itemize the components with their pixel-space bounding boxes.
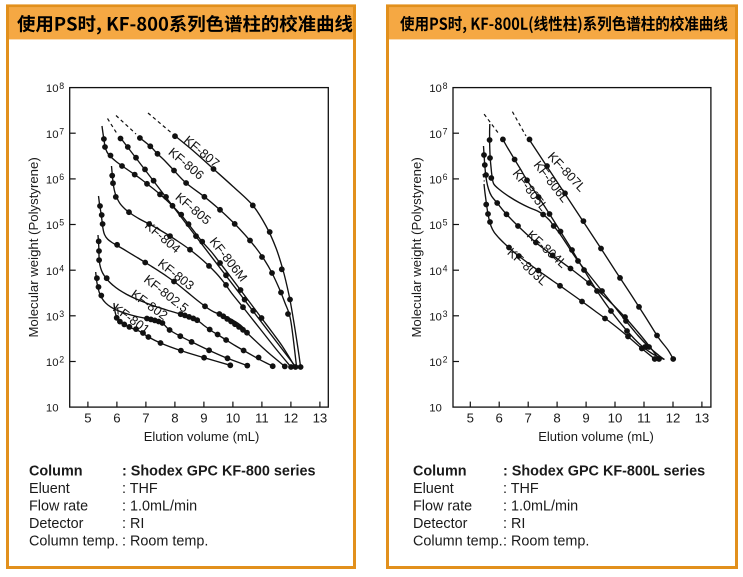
svg-text:8: 8: [171, 410, 178, 425]
svg-text:10: 10: [429, 220, 442, 232]
svg-text:8: 8: [553, 410, 560, 425]
svg-text:4: 4: [59, 263, 64, 273]
svg-text:5: 5: [59, 218, 64, 228]
svg-text:Column temp.: Column temp.: [29, 534, 119, 550]
svg-text:Detector: Detector: [29, 516, 84, 532]
svg-text:10: 10: [46, 266, 59, 278]
svg-text:10: 10: [226, 410, 241, 425]
svg-text:3: 3: [443, 309, 448, 319]
svg-text:8: 8: [443, 81, 448, 91]
svg-text:10: 10: [46, 83, 59, 95]
svg-text:Eluent: Eluent: [29, 481, 70, 497]
svg-text:10: 10: [429, 83, 442, 95]
svg-text:8: 8: [59, 81, 64, 91]
svg-text:Eluent: Eluent: [413, 481, 454, 497]
svg-text:10: 10: [46, 220, 59, 232]
svg-text:Detector: Detector: [413, 516, 468, 532]
svg-text:Flow rate: Flow rate: [29, 499, 88, 515]
svg-text:10: 10: [46, 175, 59, 187]
svg-text:7: 7: [443, 126, 448, 136]
svg-text:10: 10: [429, 266, 442, 278]
svg-text:10: 10: [46, 129, 59, 141]
svg-text:10: 10: [429, 357, 442, 369]
svg-text:: THF: : THF: [122, 481, 158, 497]
svg-text:: Shodex GPC KF-800L series: : Shodex GPC KF-800L series: [503, 464, 705, 480]
svg-text:10: 10: [429, 403, 442, 415]
svg-text:Column: Column: [413, 464, 467, 480]
svg-text:7: 7: [525, 410, 532, 425]
svg-text:2: 2: [59, 355, 64, 365]
svg-text:10: 10: [429, 129, 442, 141]
svg-text:5: 5: [84, 410, 91, 425]
svg-text:5: 5: [467, 410, 474, 425]
svg-text:6: 6: [443, 172, 448, 182]
svg-text:10: 10: [46, 357, 59, 369]
svg-text:9: 9: [582, 410, 589, 425]
svg-text:Elution volume (mL): Elution volume (mL): [144, 429, 260, 444]
svg-text:: 1.0mL/min: : 1.0mL/min: [503, 499, 578, 515]
svg-text:Elution volume (mL): Elution volume (mL): [538, 429, 654, 444]
svg-text:7: 7: [142, 410, 149, 425]
svg-text:10: 10: [608, 410, 623, 425]
svg-text:10: 10: [46, 403, 59, 415]
svg-text:2: 2: [443, 355, 448, 365]
svg-text:: THF: : THF: [503, 481, 539, 497]
svg-text:: RI: : RI: [122, 516, 144, 532]
svg-text:11: 11: [637, 410, 651, 425]
svg-text:Molecular weight (Polystyrene): Molecular weight (Polystyrene): [409, 157, 424, 337]
svg-text:: Room temp.: : Room temp.: [503, 534, 589, 550]
svg-text:6: 6: [59, 172, 64, 182]
svg-text:Column: Column: [29, 464, 83, 480]
svg-text:11: 11: [255, 410, 269, 425]
svg-text:10: 10: [46, 311, 59, 323]
svg-text:Molecular weight (Polystyrene): Molecular weight (Polystyrene): [26, 157, 41, 337]
svg-text:7: 7: [59, 126, 64, 136]
svg-text:9: 9: [200, 410, 207, 425]
svg-text:12: 12: [284, 410, 299, 425]
svg-text:: Room temp.: : Room temp.: [122, 534, 208, 550]
svg-text:Flow rate: Flow rate: [413, 499, 472, 515]
svg-text:5: 5: [443, 218, 448, 228]
svg-text:4: 4: [443, 263, 448, 273]
svg-text:: RI: : RI: [503, 516, 525, 532]
svg-text:Column temp.: Column temp.: [413, 534, 503, 550]
svg-text:13: 13: [695, 410, 710, 425]
svg-text:10: 10: [429, 311, 442, 323]
svg-text:: Shodex GPC KF-800 series: : Shodex GPC KF-800 series: [122, 464, 316, 480]
svg-text:6: 6: [113, 410, 120, 425]
svg-text:6: 6: [496, 410, 503, 425]
svg-text:: 1.0mL/min: : 1.0mL/min: [122, 499, 197, 515]
svg-text:13: 13: [313, 410, 328, 425]
svg-text:12: 12: [666, 410, 681, 425]
svg-text:3: 3: [59, 309, 64, 319]
svg-text:10: 10: [429, 175, 442, 187]
